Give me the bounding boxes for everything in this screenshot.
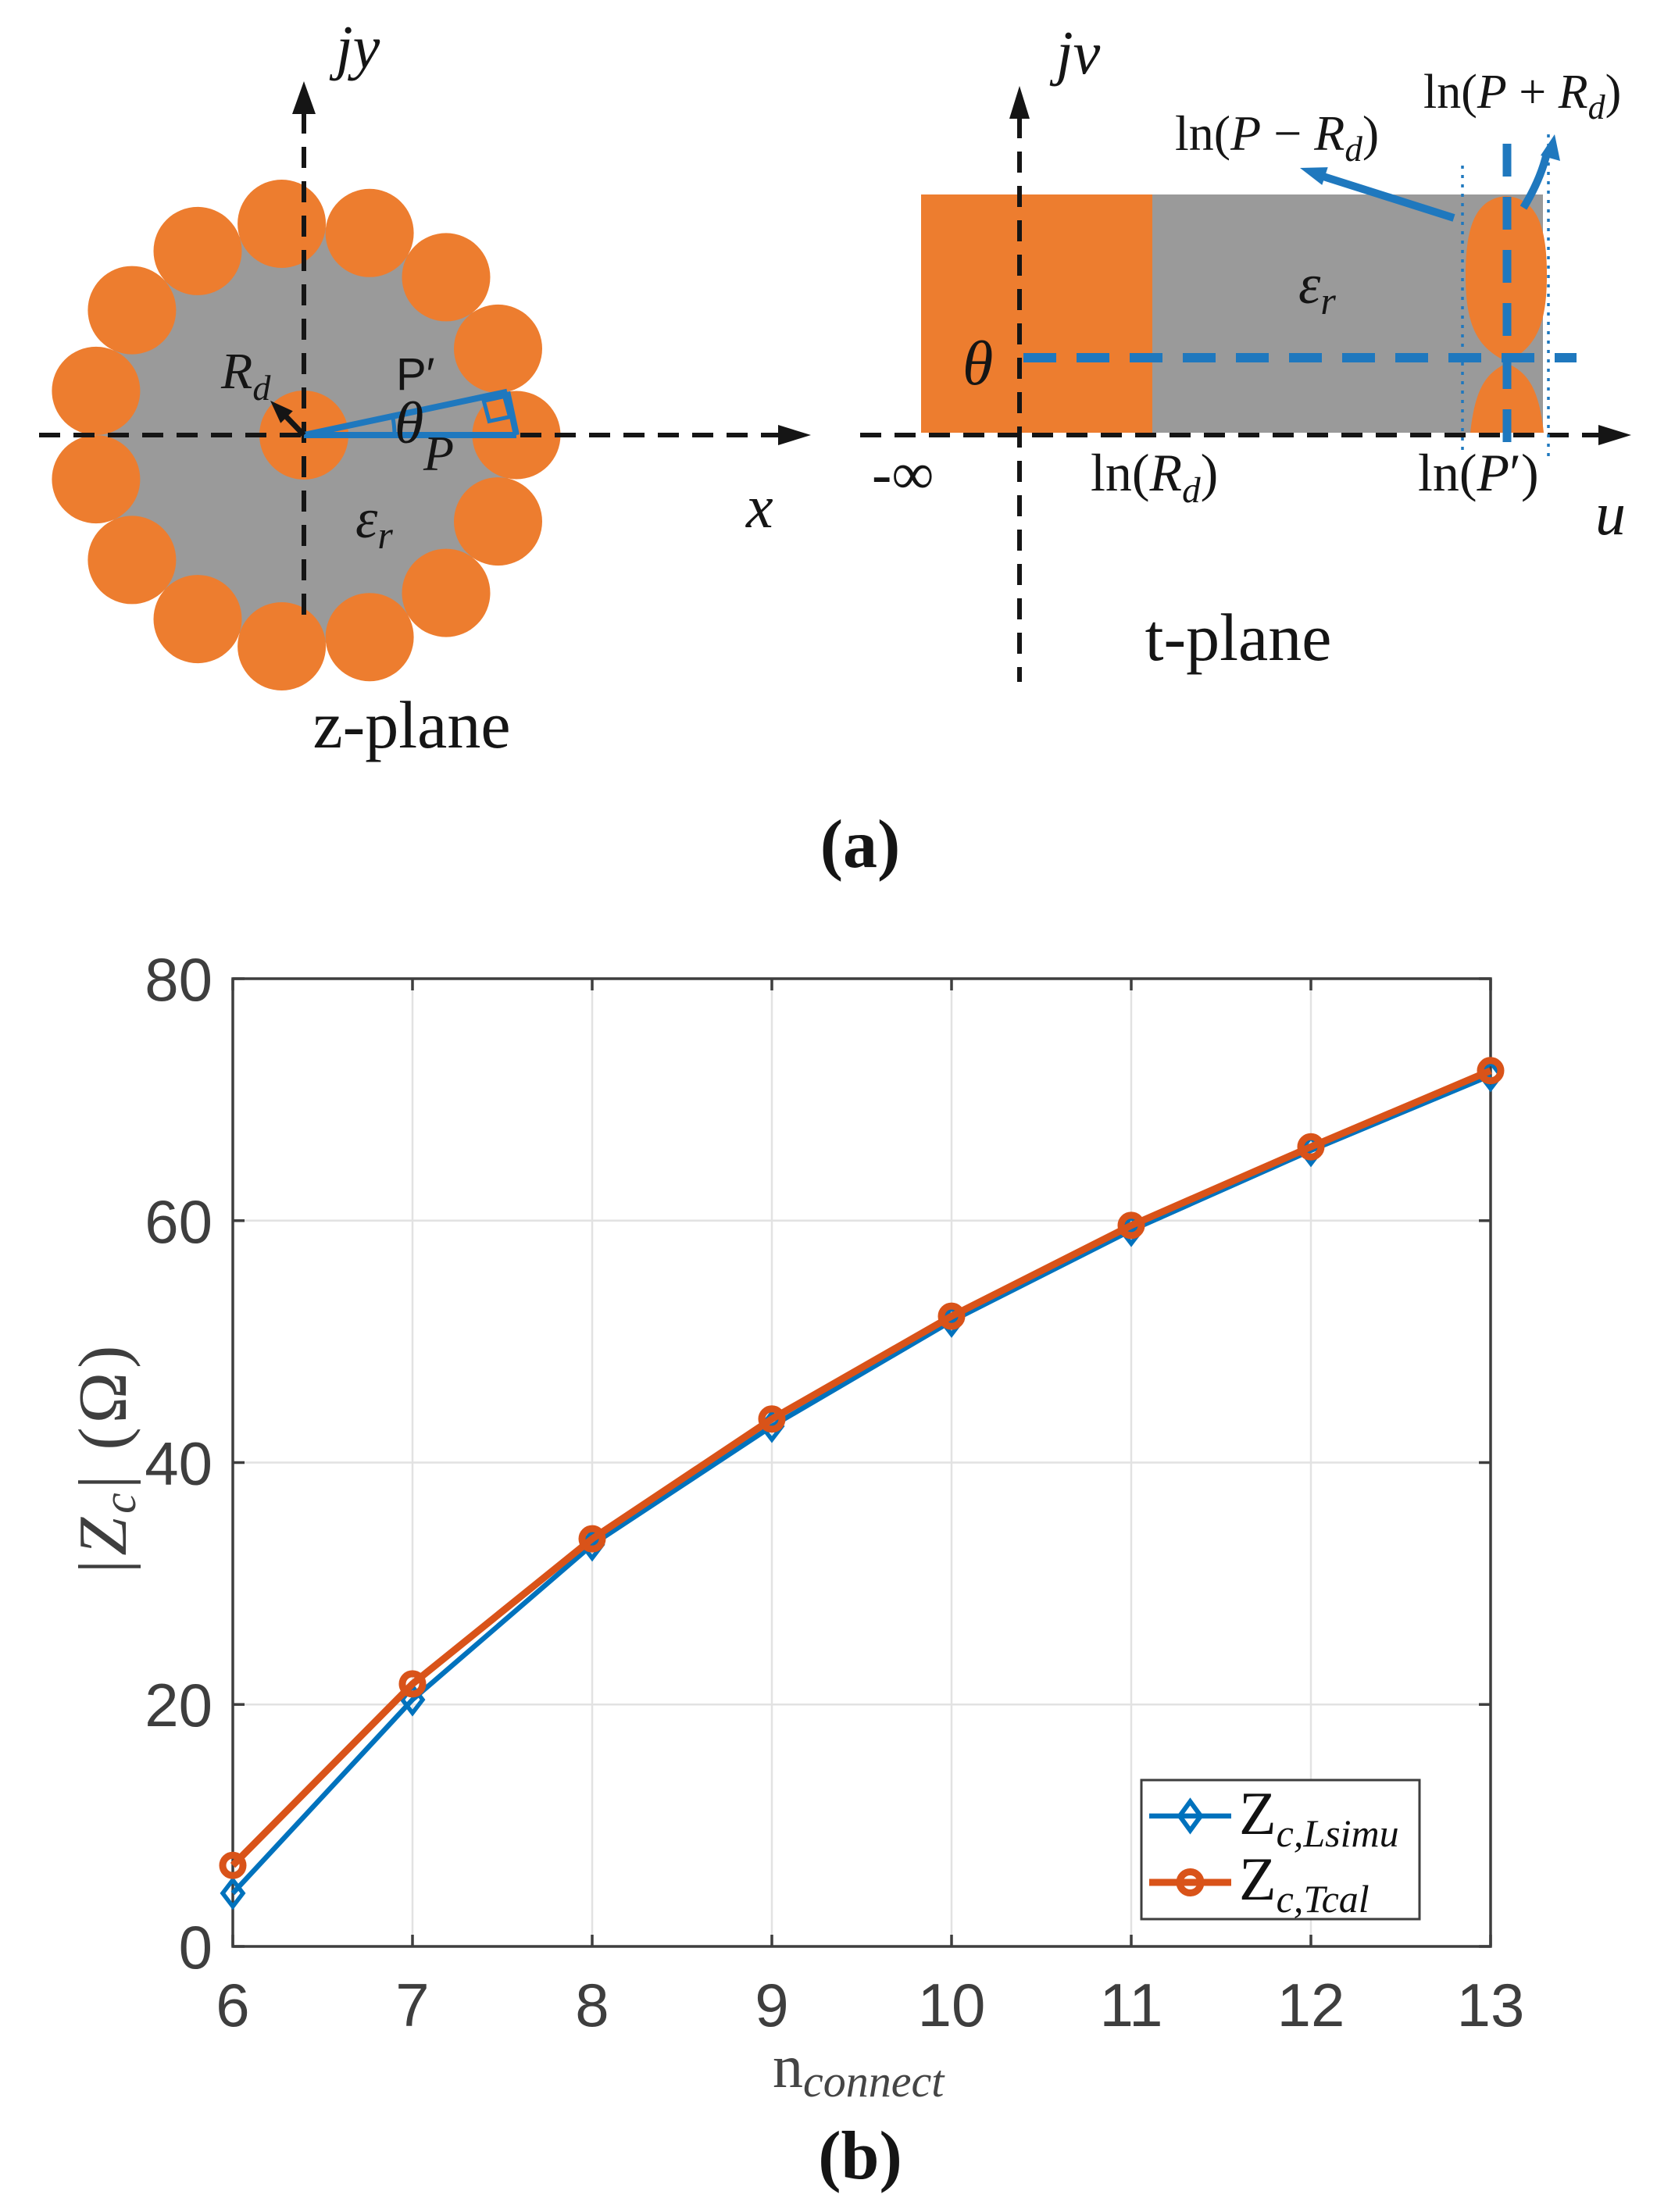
svg-text:θ: θ bbox=[962, 330, 993, 398]
svg-text:(a): (a) bbox=[820, 807, 901, 883]
svg-text:(b): (b) bbox=[818, 2118, 902, 2194]
svg-text:0: 0 bbox=[179, 1913, 212, 1982]
svg-text:ln(P′): ln(P′) bbox=[1418, 443, 1539, 502]
svg-text:13: 13 bbox=[1457, 1971, 1525, 2039]
svg-text:|Zc| (Ω): |Zc| (Ω) bbox=[66, 1342, 145, 1574]
svg-text:jy: jy bbox=[329, 13, 380, 81]
svg-text:jv: jv bbox=[1049, 19, 1101, 87]
svg-text:ln(P − Rd): ln(P − Rd) bbox=[1175, 105, 1379, 169]
svg-text:11: 11 bbox=[1100, 1971, 1163, 2039]
svg-text:9: 9 bbox=[755, 1971, 788, 2039]
svg-text:12: 12 bbox=[1277, 1971, 1345, 2039]
svg-text:εr: εr bbox=[355, 487, 393, 557]
svg-text:80: 80 bbox=[145, 945, 212, 1014]
svg-text:P: P bbox=[423, 426, 454, 481]
svg-text:t-plane: t-plane bbox=[1145, 600, 1332, 675]
svg-text:40: 40 bbox=[145, 1429, 212, 1498]
svg-text:Rd: Rd bbox=[220, 343, 271, 408]
svg-text:60: 60 bbox=[145, 1187, 212, 1256]
svg-text:Zc,Tcal: Zc,Tcal bbox=[1239, 1845, 1370, 1921]
svg-text:8: 8 bbox=[575, 1971, 609, 2039]
svg-text:θ: θ bbox=[395, 391, 423, 456]
svg-text:-∞: -∞ bbox=[872, 441, 934, 507]
svg-text:6: 6 bbox=[216, 1971, 249, 2039]
svg-text:10: 10 bbox=[918, 1971, 986, 2039]
svg-text:x: x bbox=[745, 473, 773, 541]
svg-text:20: 20 bbox=[145, 1671, 212, 1739]
svg-text:7: 7 bbox=[395, 1971, 429, 2039]
svg-text:z-plane: z-plane bbox=[312, 687, 510, 762]
svg-text:P′: P′ bbox=[396, 349, 435, 400]
svg-text:u: u bbox=[1595, 480, 1626, 548]
svg-text:ln(P + Rd): ln(P + Rd) bbox=[1423, 66, 1621, 127]
